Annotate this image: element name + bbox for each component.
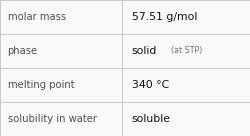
Text: solid: solid <box>131 46 156 56</box>
Text: molar mass: molar mass <box>8 12 66 22</box>
Text: 340 °C: 340 °C <box>131 80 168 90</box>
Text: phase: phase <box>8 46 38 56</box>
Text: 57.51 g/mol: 57.51 g/mol <box>131 12 196 22</box>
Text: melting point: melting point <box>8 80 74 90</box>
Text: (at STP): (at STP) <box>170 47 201 55</box>
Text: soluble: soluble <box>131 114 170 124</box>
Text: solubility in water: solubility in water <box>8 114 96 124</box>
